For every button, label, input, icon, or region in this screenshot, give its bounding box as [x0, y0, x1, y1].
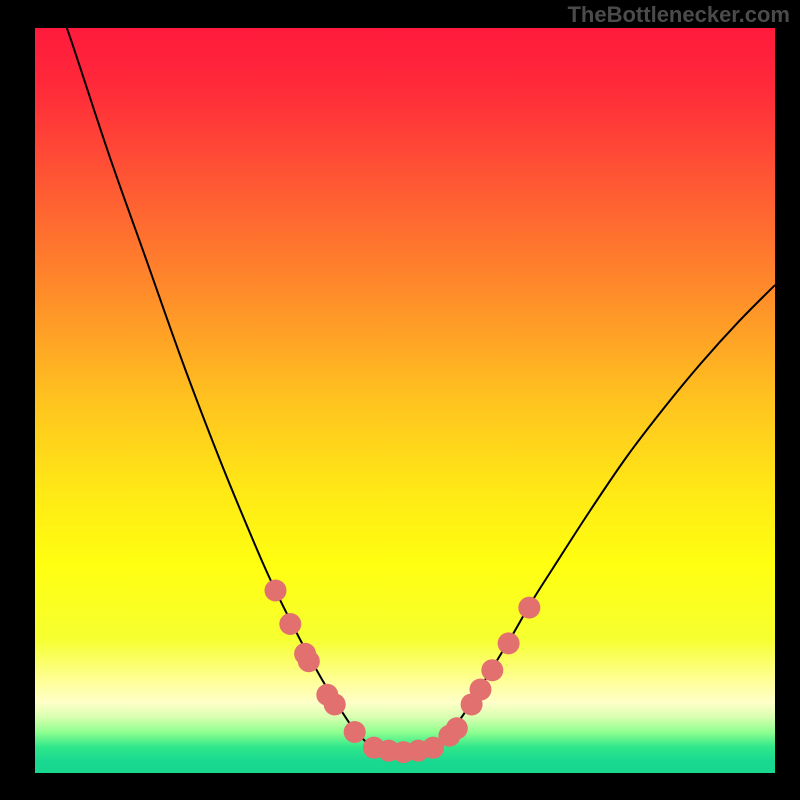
marker-left-0: [265, 579, 287, 601]
marker-left-5: [324, 693, 346, 715]
marker-right-1: [446, 717, 468, 739]
marker-right-6: [518, 597, 540, 619]
marker-left-3: [298, 650, 320, 672]
gradient-plot-area: [35, 28, 775, 773]
watermark-text: TheBottlenecker.com: [567, 2, 790, 28]
marker-left-1: [279, 613, 301, 635]
marker-right-5: [498, 632, 520, 654]
marker-right-4: [481, 659, 503, 681]
bottleneck-chart: [0, 0, 800, 800]
marker-right-3: [469, 679, 491, 701]
marker-left-6: [344, 721, 366, 743]
